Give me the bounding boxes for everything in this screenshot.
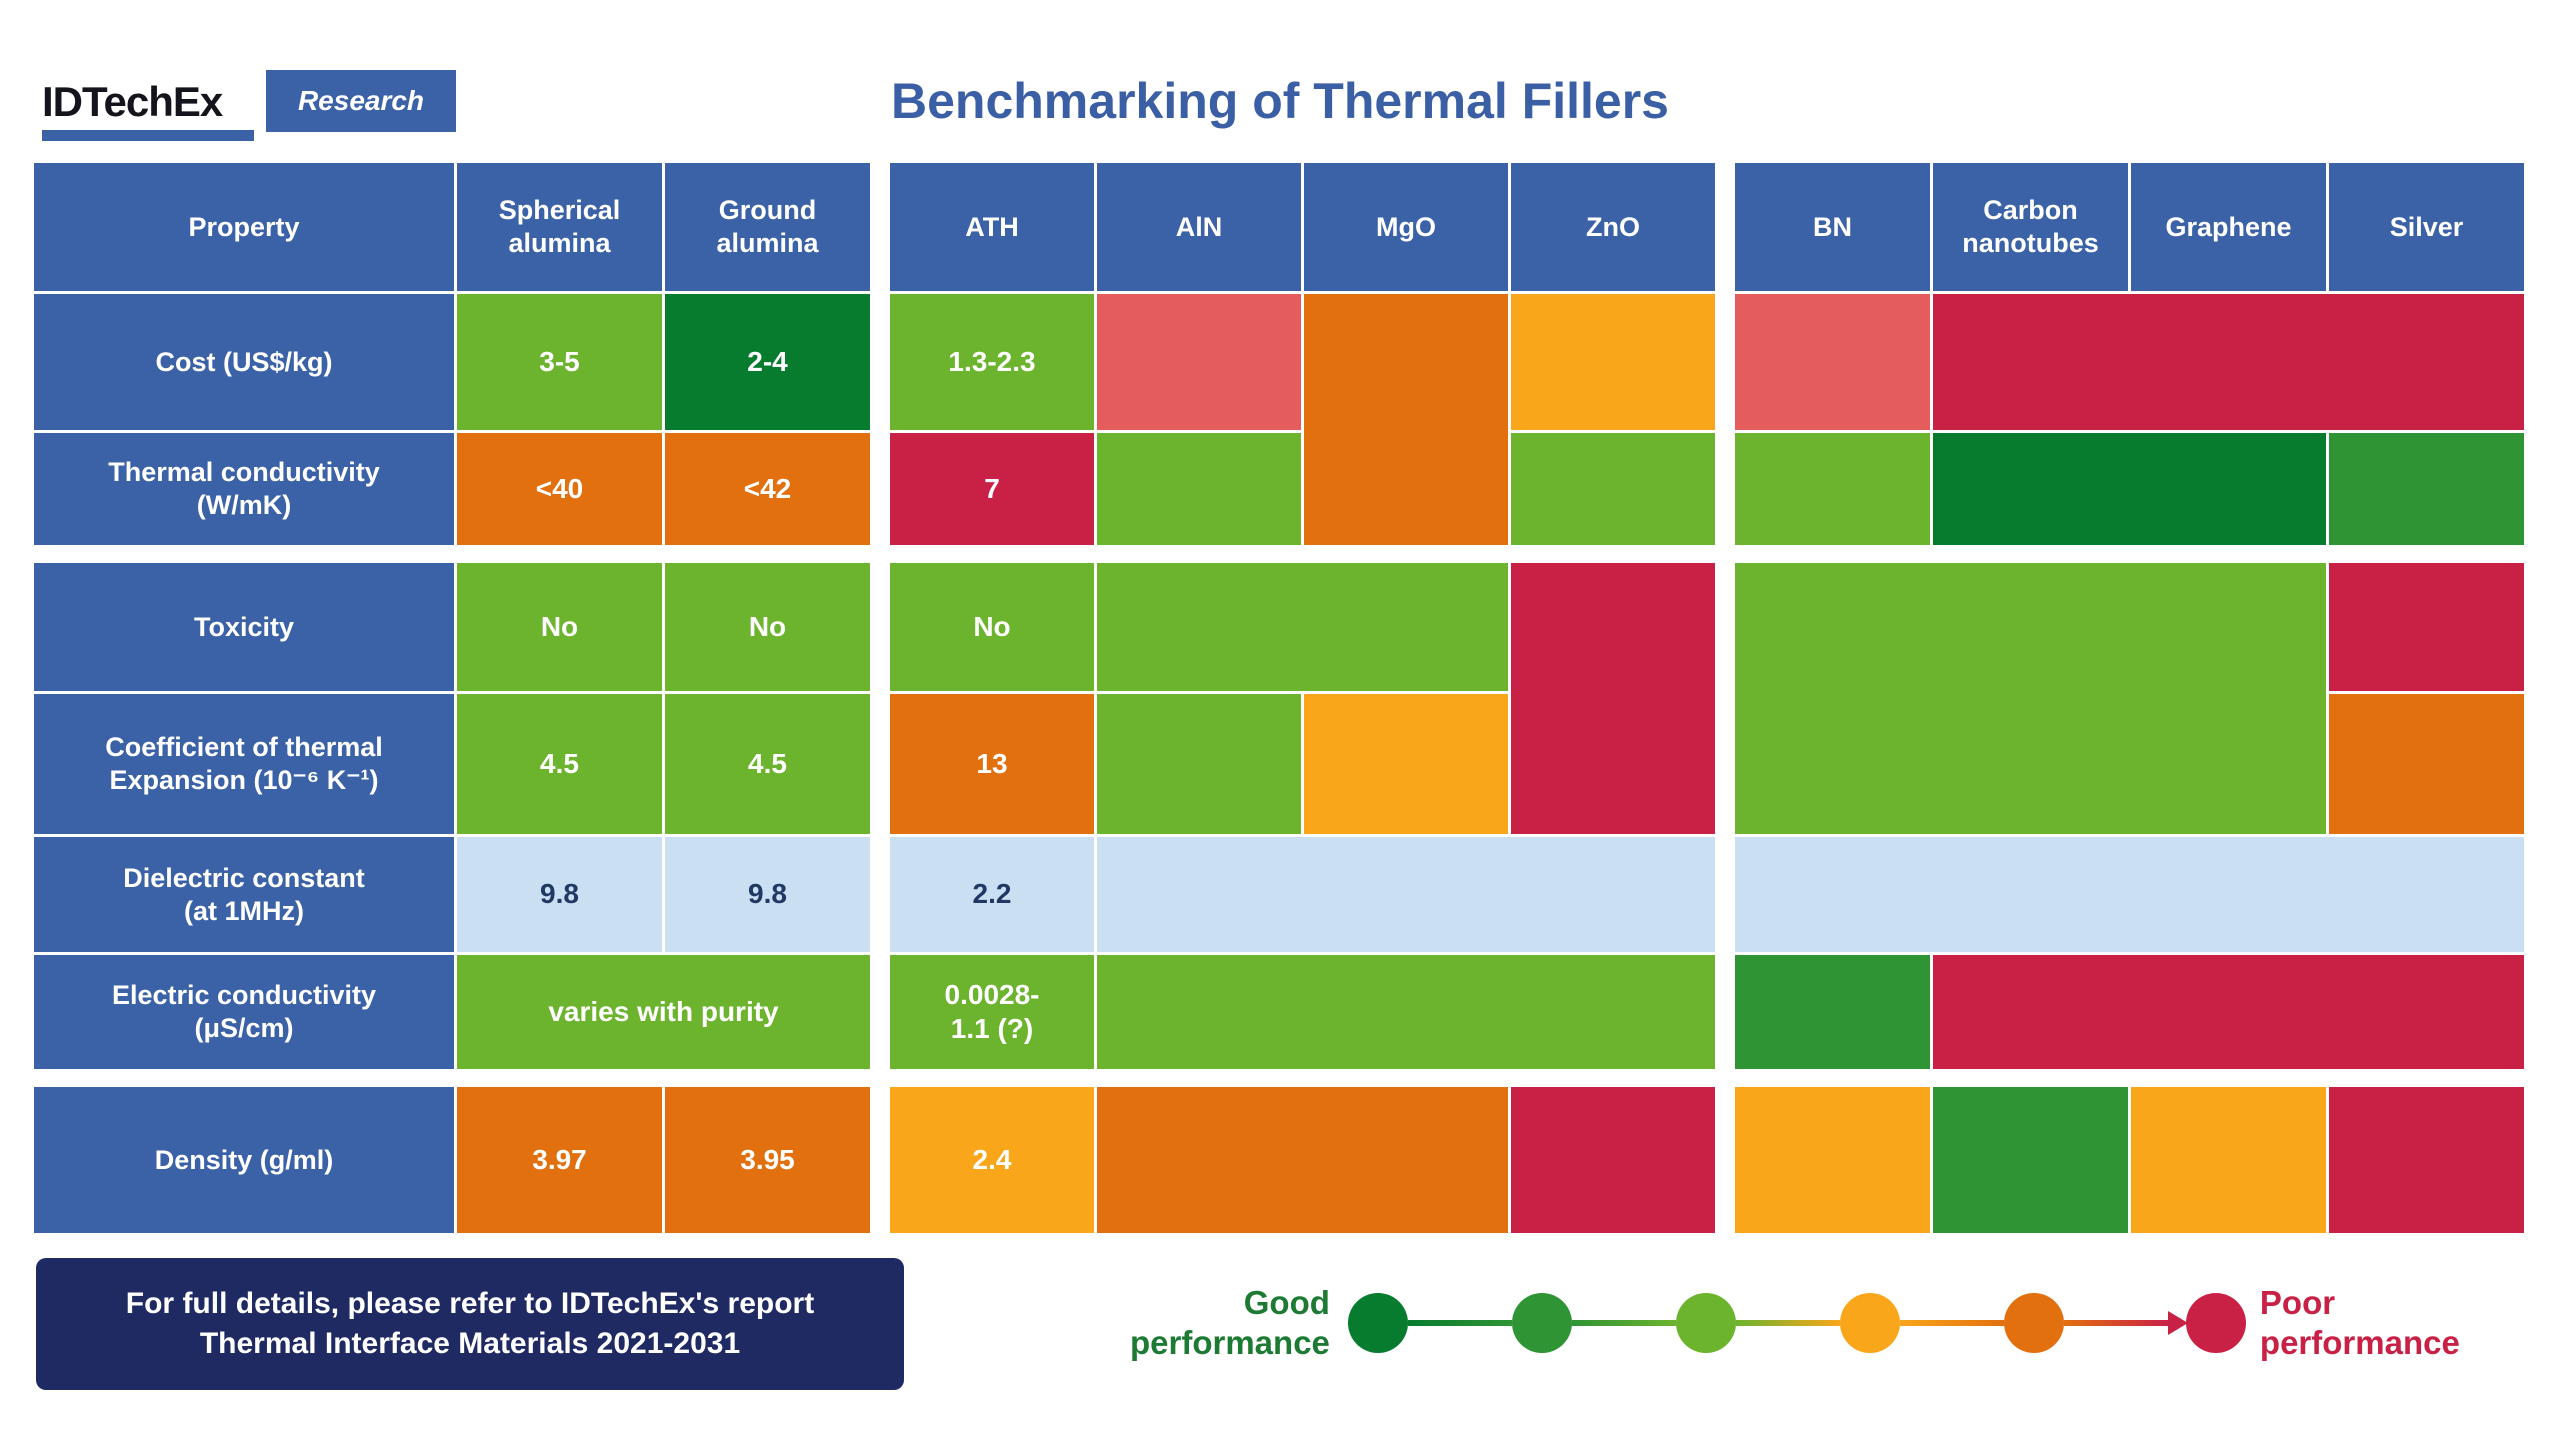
rating-cell: [1735, 294, 1930, 430]
column-header: Graphene: [2131, 163, 2326, 291]
legend-connector: [1571, 1320, 1676, 1326]
rating-cell: 13: [890, 694, 1094, 834]
rating-cell: [2329, 433, 2524, 545]
rating-cell: [1511, 1087, 1715, 1233]
rating-cell: [1735, 1087, 1930, 1233]
rating-cell: 3.95: [665, 1087, 870, 1233]
row-label: Electric conductivity (μS/cm): [34, 955, 454, 1069]
rating-cell: <40: [457, 433, 662, 545]
source-note-line2: Thermal Interface Materials 2021-2031: [199, 1327, 741, 1360]
rating-cell: 9.8: [665, 837, 870, 952]
rating-cell: [1933, 433, 2326, 545]
rating-cell: No: [665, 563, 870, 691]
rating-cell: [1735, 433, 1930, 545]
rating-cell: 2-4: [665, 294, 870, 430]
rating-cell: 3-5: [457, 294, 662, 430]
rating-cell: 2.4: [890, 1087, 1094, 1233]
row-label: Toxicity: [34, 563, 454, 691]
rating-cell: [1097, 433, 1301, 545]
column-header: ATH: [890, 163, 1094, 291]
legend-good-label: Good performance: [1130, 1284, 1330, 1361]
column-header: Silver: [2329, 163, 2524, 291]
rating-cell: 2.2: [890, 837, 1094, 952]
rating-cell: [2329, 694, 2524, 834]
column-header: Carbon nanotubes: [1933, 163, 2128, 291]
rating-cell: No: [890, 563, 1094, 691]
legend-dot-midgreen: [1511, 1293, 1572, 1353]
rating-cell: No: [457, 563, 662, 691]
column-header: BN: [1735, 163, 1930, 291]
rating-cell: [1933, 955, 2524, 1069]
page-title: Benchmarking of Thermal Fillers: [891, 73, 1669, 129]
rating-cell: [1097, 694, 1301, 834]
row-label: Density (g/ml): [34, 1087, 454, 1233]
legend-connector: [2063, 1320, 2168, 1326]
legend-dot-lightgreen: [1675, 1293, 1736, 1353]
rating-cell: 4.5: [665, 694, 870, 834]
legend-connector: [1407, 1320, 1512, 1326]
logo-research-badge: Research: [266, 70, 456, 132]
rating-cell: [1933, 294, 2524, 430]
rating-cell: [1304, 294, 1508, 545]
column-header: Spherical alumina: [457, 163, 662, 291]
source-note-box: For full details, please refer to IDTech…: [36, 1258, 904, 1390]
rating-cell: [2329, 1087, 2524, 1233]
rating-cell: 3.97: [457, 1087, 662, 1233]
column-header: Property: [34, 163, 454, 291]
rating-cell: [1304, 694, 1508, 834]
rating-cell: 1.3-2.3: [890, 294, 1094, 430]
legend-dot-orange: [2003, 1293, 2064, 1353]
rating-cell: 4.5: [457, 694, 662, 834]
row-label: Thermal conductivity (W/mK): [34, 433, 454, 545]
column-header: ZnO: [1511, 163, 1715, 291]
rating-cell: [1097, 1087, 1508, 1233]
rating-cell: 0.0028- 1.1 (?): [890, 955, 1094, 1069]
column-header: Ground alumina: [665, 163, 870, 291]
rating-cell: [1097, 294, 1301, 430]
benchmark-table: Property Spherical alumina Ground alumina A…: [34, 163, 2524, 1233]
legend-connector: [1899, 1320, 2004, 1326]
performance-legend: Good performance Poor performance: [1130, 1248, 2460, 1398]
rating-cell: 7: [890, 433, 1094, 545]
rating-cell: [1511, 433, 1715, 545]
rating-cell: [1097, 837, 1715, 952]
column-header: MgO: [1304, 163, 1508, 291]
rating-cell: [1735, 563, 2326, 834]
logo-underline-bar: [42, 130, 254, 141]
legend-dot-crimson: [2185, 1293, 2246, 1353]
legend-color-scale: [1347, 1293, 2246, 1353]
legend-dot-amber: [1839, 1293, 1900, 1353]
source-note-line1: For full details, please refer to IDTech…: [125, 1286, 815, 1320]
rating-cell: [1735, 955, 1930, 1069]
rating-cell: [1511, 294, 1715, 430]
row-label: Coefficient of thermal Expansion (10⁻⁶ K…: [34, 694, 454, 834]
idtechex-logo: IDTechEx: [42, 78, 223, 125]
rating-cell: [1511, 563, 1715, 834]
column-header: AlN: [1097, 163, 1301, 291]
rating-cell: 9.8: [457, 837, 662, 952]
row-label: Dielectric constant (at 1MHz): [34, 837, 454, 952]
row-label: Cost (US$/kg): [34, 294, 454, 430]
legend-arrow-icon: [2167, 1311, 2188, 1335]
rating-cell: [1933, 1087, 2128, 1233]
legend-dot-darkgreen: [1347, 1293, 1408, 1353]
legend-poor-label: Poor performance: [2259, 1284, 2460, 1361]
rating-cell: [2131, 1087, 2326, 1233]
rating-cell: [2329, 563, 2524, 691]
rating-cell: varies with purity: [457, 955, 870, 1069]
rating-cell: [1097, 563, 1508, 691]
rating-cell: [1735, 837, 2524, 952]
legend-connector: [1735, 1320, 1840, 1326]
rating-cell: [1097, 955, 1715, 1069]
rating-cell: <42: [665, 433, 870, 545]
